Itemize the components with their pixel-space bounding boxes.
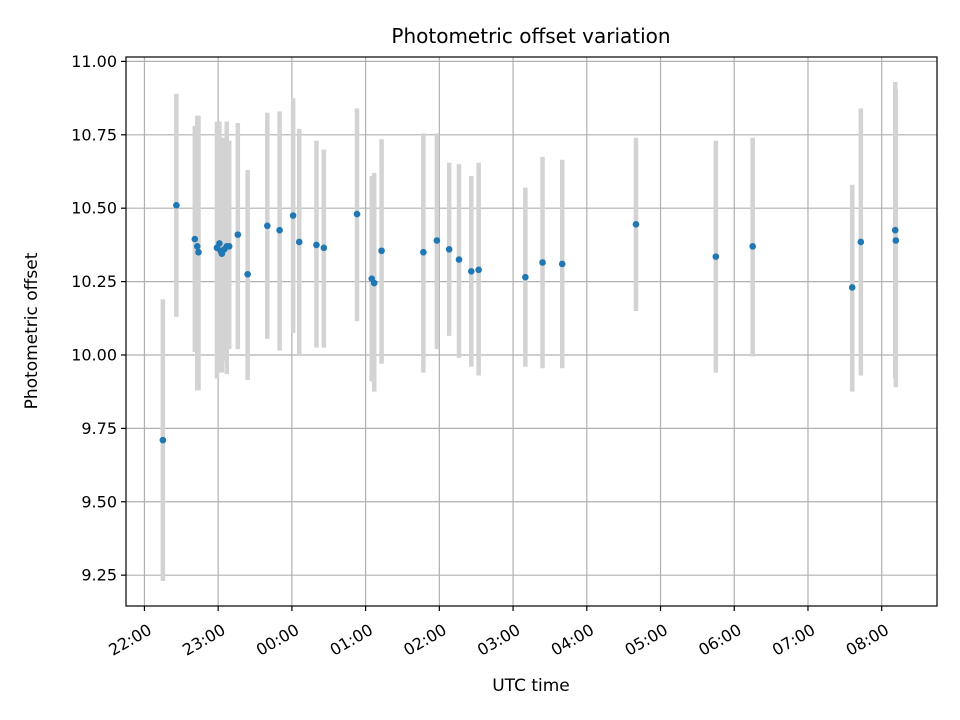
y-tick-label: 10.50	[71, 199, 117, 218]
data-point	[712, 253, 720, 260]
data-point	[892, 237, 900, 244]
data-point	[378, 247, 385, 255]
data-point	[475, 266, 482, 274]
data-point	[313, 241, 320, 249]
data-point	[264, 222, 271, 230]
data-point	[289, 212, 297, 219]
data-point	[848, 284, 856, 291]
y-tick-label: 9.75	[81, 419, 117, 438]
data-point	[353, 210, 361, 218]
data-point	[445, 245, 453, 253]
data-point	[216, 240, 223, 247]
data-point	[244, 270, 251, 278]
data-point	[193, 243, 201, 250]
data-point	[370, 279, 378, 287]
data-point	[234, 231, 242, 238]
data-point	[455, 256, 463, 263]
y-tick-label: 9.25	[81, 566, 117, 585]
data-point	[891, 226, 899, 234]
data-point	[467, 268, 475, 275]
data-point	[749, 243, 756, 250]
y-tick-label: 10.00	[71, 345, 117, 364]
y-tick-label: 9.50	[81, 492, 117, 511]
chart-title: Photometric offset variation	[391, 24, 670, 48]
data-point	[420, 248, 427, 256]
y-axis-title: Photometric offset	[22, 252, 42, 409]
data-point	[276, 226, 283, 234]
y-tick-label: 10.25	[71, 272, 117, 291]
data-point	[225, 243, 233, 250]
data-point	[159, 436, 167, 444]
data-point	[522, 273, 529, 281]
data-point	[195, 248, 202, 256]
data-point	[539, 259, 546, 266]
data-point	[295, 238, 303, 246]
data-point	[173, 201, 180, 209]
data-point	[558, 260, 566, 268]
data-point	[632, 221, 640, 228]
y-tick-label: 11.00	[71, 52, 117, 71]
data-point	[857, 238, 865, 246]
data-point	[433, 237, 441, 244]
data-point	[191, 235, 199, 243]
data-point	[320, 244, 328, 252]
x-axis-title: UTC time	[492, 676, 570, 696]
y-tick-label: 10.75	[71, 125, 117, 144]
y-axis: 9.25 9.50 9.75 10.00 10.25 10.50 10.75 11.00	[71, 52, 126, 585]
data-markers	[159, 201, 900, 444]
plot-frame	[125, 56, 938, 607]
